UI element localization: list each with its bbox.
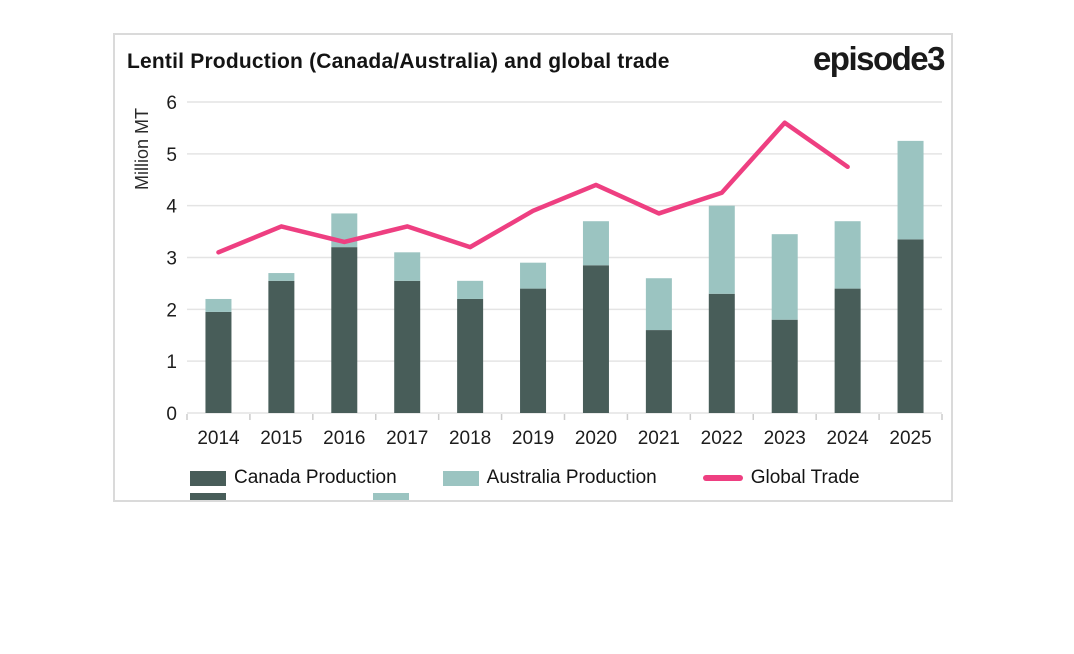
- bar-segment-australia-production: [771, 234, 798, 320]
- x-tick-label: 2014: [197, 428, 240, 449]
- x-tick-label: 2021: [638, 428, 680, 449]
- chart-legend: Canada Production Australia Production Glo…: [190, 466, 860, 490]
- y-tick-label: 0: [166, 404, 177, 425]
- y-tick-label: 4: [166, 197, 177, 218]
- bar-segment-australia-production: [268, 273, 295, 281]
- bar-segment-australia-production: [582, 221, 609, 266]
- chart-title: Lentil Production (Canada/Australia) and…: [127, 50, 670, 73]
- bar-segment-canada-production: [771, 319, 798, 413]
- y-tick-label: 2: [166, 300, 177, 321]
- legend-item-australia-production: Australia Production: [442, 467, 657, 489]
- clipped-legend-swatch-australia: [373, 493, 409, 500]
- bar-segment-australia-production: [708, 205, 735, 294]
- legend-swatch-australia-production: [442, 470, 479, 486]
- chart-plot-area: 0 1 2 3 4 5 6 2014 2015 2016 2017 2018 2019 2020 2021 2…: [166, 93, 943, 449]
- bar-segment-australia-production: [394, 252, 421, 281]
- legend-label: Global Trade: [750, 467, 860, 488]
- x-tick-label: 2018: [449, 428, 491, 449]
- y-tick-label: 5: [166, 145, 177, 166]
- bar-segment-australia-production: [205, 298, 232, 312]
- x-tick-label: 2022: [701, 428, 743, 449]
- y-tick-label: 6: [166, 93, 177, 114]
- bar-segment-canada-production: [834, 288, 861, 413]
- legend-swatch-global-trade: [702, 475, 743, 481]
- global-trade-line: [216, 120, 850, 255]
- x-tick-label: 2020: [575, 428, 617, 449]
- bar-segment-canada-production: [331, 247, 358, 413]
- y-tick-label: 3: [166, 249, 177, 270]
- legend-item-global-trade: Global Trade: [702, 467, 860, 489]
- bar-segment-australia-production: [645, 278, 672, 331]
- x-tick-label: 2024: [826, 428, 869, 449]
- bar-segment-canada-production: [520, 288, 547, 413]
- x-tick-label: 2015: [260, 428, 302, 449]
- bar-segment-canada-production: [457, 298, 484, 413]
- bar-segment-canada-production: [645, 330, 672, 413]
- bar-segment-canada-production: [268, 280, 295, 413]
- x-tick-label: 2016: [323, 428, 365, 449]
- bar-segment-canada-production: [394, 280, 421, 413]
- bar-segment-canada-production: [897, 239, 924, 413]
- bar-segment-australia-production: [520, 262, 547, 289]
- legend-item-canada-production: Canada Production: [190, 467, 397, 489]
- y-tick-label: 1: [166, 352, 177, 373]
- episode3-logo: episode3: [812, 40, 946, 77]
- x-tick-label: 2019: [512, 428, 554, 449]
- bar-segment-australia-production: [897, 140, 924, 240]
- x-tick-label: 2017: [386, 428, 428, 449]
- legend-label: Australia Production: [486, 467, 657, 488]
- legend-swatch-canada-production: [190, 470, 226, 486]
- legend-label: Canada Production: [234, 467, 397, 488]
- bar-segment-canada-production: [205, 311, 232, 413]
- bar-segment-canada-production: [582, 265, 609, 413]
- x-tick-label: 2023: [764, 428, 806, 449]
- chart-card: Lentil Production (Canada/Australia) and…: [113, 33, 953, 502]
- bar-segment-australia-production: [457, 280, 484, 299]
- clipped-legend-swatch-canada: [190, 493, 226, 500]
- bar-segment-canada-production: [708, 293, 735, 413]
- bar-segment-australia-production: [834, 221, 861, 289]
- x-tick-label: 2025: [889, 428, 931, 449]
